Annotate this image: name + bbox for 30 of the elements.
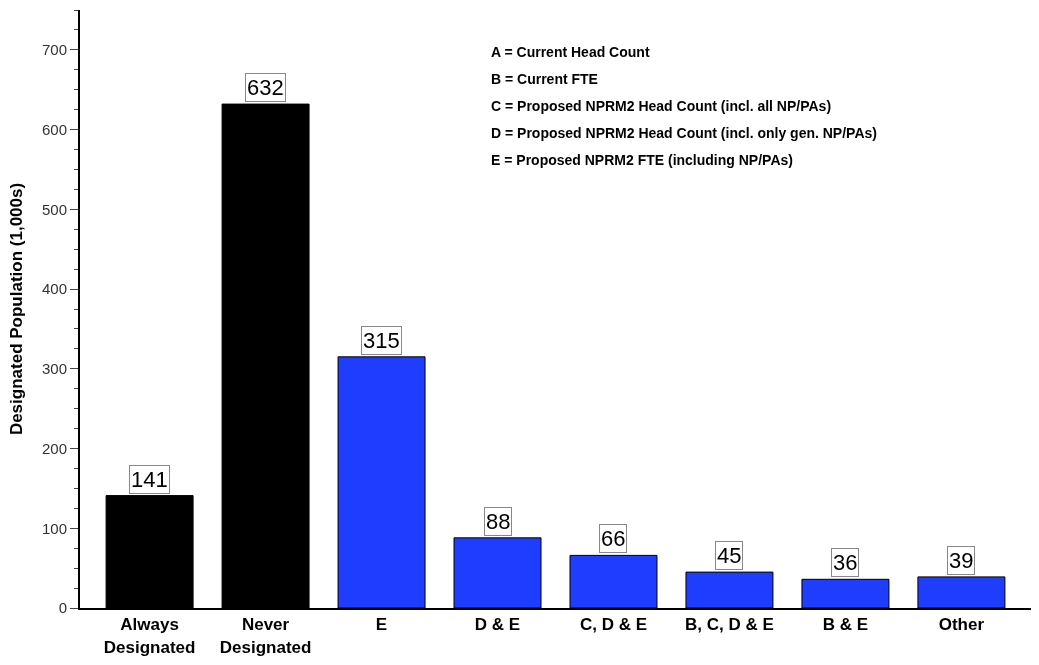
- y-tick-label: 100: [41, 519, 67, 537]
- data-label: 36: [833, 550, 858, 575]
- data-label: 632: [247, 75, 284, 100]
- x-tick-label: B, C, D & E: [685, 615, 774, 635]
- data-label: 66: [601, 526, 626, 551]
- x-tick-label: B & E: [822, 615, 869, 635]
- y-tick-label: 700: [41, 41, 67, 59]
- x-tick-label: E: [375, 615, 388, 635]
- annotation: E = Proposed NPRM2 FTE (including NP/PAs): [491, 152, 793, 168]
- y-tick-label: 200: [41, 439, 67, 457]
- data-label: 39: [949, 548, 974, 573]
- x-tick-label: D & E: [474, 615, 521, 635]
- x-tick-label: C, D & E: [579, 615, 648, 635]
- annotation: C = Proposed NPRM2 Head Count (incl. all NP/PAs): [491, 98, 832, 114]
- y-axis-title: Designated Population (1,000s): [7, 182, 27, 436]
- data-label: 88: [486, 509, 511, 534]
- data-label: 315: [363, 328, 400, 353]
- y-tick-label: 300: [41, 360, 67, 378]
- data-label: 45: [717, 543, 742, 568]
- y-tick-label: 400: [41, 280, 67, 298]
- x-tick-label: Never Designated: [219, 615, 312, 657]
- annotation: A = Current Head Count: [491, 44, 650, 60]
- y-tick-label: 600: [41, 120, 67, 138]
- annotation: D = Proposed NPRM2 Head Count (incl. only gen. NP/PAs): [491, 125, 877, 141]
- x-tick-label: Other: [938, 615, 985, 635]
- annotation: B = Current FTE: [491, 71, 598, 87]
- x-tick-label: Always Designated: [103, 615, 196, 657]
- y-tick-label: 500: [41, 200, 67, 218]
- data-label: 141: [131, 467, 168, 492]
- y-tick-label: 0: [58, 599, 67, 617]
